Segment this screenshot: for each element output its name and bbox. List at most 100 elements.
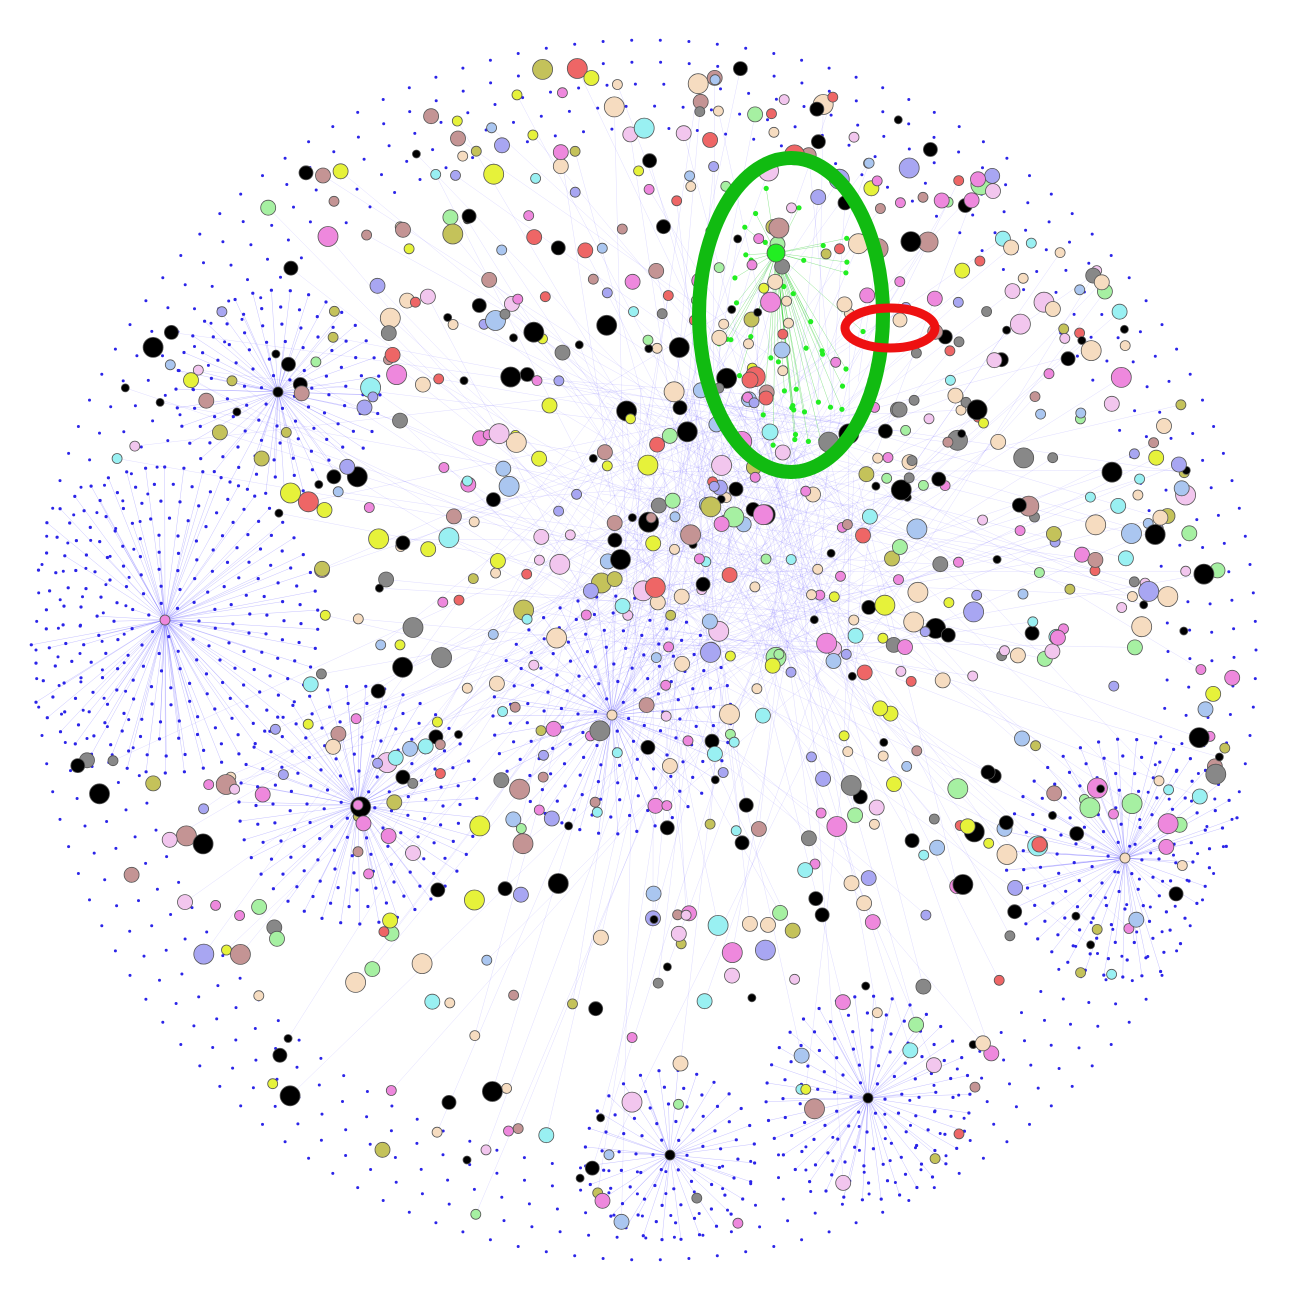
leaf-node	[651, 1153, 655, 1157]
leaf-node	[672, 1235, 676, 1239]
leaf-node	[242, 838, 246, 842]
graph-node	[370, 683, 386, 699]
edge	[608, 1095, 671, 1156]
edge	[789, 1032, 869, 1099]
graph-node	[662, 290, 674, 301]
edge	[793, 545, 1085, 800]
leaf-node	[193, 345, 196, 348]
edge	[639, 666, 781, 914]
graph-node	[1138, 581, 1160, 602]
edge	[253, 746, 359, 806]
leaf-node	[870, 1028, 874, 1032]
graph-node	[758, 390, 774, 406]
edge	[661, 1154, 671, 1206]
edge	[867, 1093, 902, 1099]
green-node	[762, 239, 768, 245]
leaf-node	[1188, 657, 1192, 661]
edge	[254, 391, 279, 457]
edge	[747, 551, 913, 841]
leaf-node	[1106, 854, 1110, 858]
graph-node	[926, 290, 943, 307]
graph-node	[319, 609, 331, 621]
graph-node	[738, 797, 754, 813]
graph-node	[1007, 880, 1023, 896]
leaf-node	[932, 110, 936, 114]
leaf-node	[1125, 903, 1129, 907]
leaf-node	[201, 766, 205, 770]
edge	[392, 354, 802, 596]
leaf-node	[1146, 955, 1150, 958]
graph-node	[902, 1042, 919, 1059]
edge	[160, 402, 694, 502]
leaf-node	[159, 499, 163, 503]
leaf-node	[281, 520, 285, 524]
edge	[330, 804, 359, 904]
leaf-node	[316, 335, 320, 339]
leaf-node	[265, 340, 269, 344]
leaf-node	[196, 715, 200, 719]
edge	[830, 1021, 869, 1099]
graph-node	[727, 305, 737, 314]
leaf-node	[147, 613, 151, 617]
leaf-node	[1175, 347, 1179, 351]
graph-node	[310, 356, 322, 368]
leaf-node	[112, 619, 116, 623]
leaf-node	[95, 511, 99, 515]
leaf-node	[858, 1081, 863, 1085]
leaf-node	[701, 1114, 705, 1118]
leaf-node	[1002, 210, 1006, 214]
graph-node	[500, 366, 522, 388]
graph-node	[530, 172, 541, 184]
leaf-node	[1024, 228, 1028, 232]
edge	[666, 645, 851, 806]
leaf-node	[105, 820, 109, 823]
leaf-node	[124, 585, 129, 589]
graph-node	[1131, 616, 1153, 638]
leaf-node	[636, 794, 640, 798]
graph-node	[155, 397, 165, 407]
graph-node	[553, 505, 564, 517]
leaf-node	[432, 871, 436, 876]
leaf-node	[1029, 1063, 1033, 1067]
leaf-node	[155, 465, 159, 469]
leaf-node	[273, 783, 277, 787]
graph-node	[1093, 274, 1110, 291]
leaf-node	[712, 705, 716, 709]
leaf-node	[584, 1211, 588, 1215]
leaf-node	[150, 630, 155, 634]
leaf-node	[203, 319, 207, 323]
edge	[357, 686, 367, 806]
edge	[164, 578, 259, 621]
leaf-node	[393, 191, 397, 194]
leaf-node	[1059, 833, 1063, 837]
leaf-node	[81, 708, 85, 712]
leaf-node	[1114, 806, 1118, 810]
edge	[99, 500, 166, 621]
leaf-node	[458, 802, 462, 807]
leaf-node	[132, 697, 136, 701]
edge	[435, 444, 701, 738]
leaf-node	[73, 742, 77, 746]
leaf-node	[64, 641, 68, 646]
leaf-node	[104, 583, 108, 587]
leaf-node	[365, 701, 369, 706]
edge	[669, 1154, 682, 1240]
leaf-node	[1088, 952, 1092, 956]
edge	[815, 1097, 869, 1166]
edge	[91, 619, 166, 755]
leaf-node	[256, 822, 260, 826]
graph-node	[403, 243, 415, 255]
graph-node	[363, 502, 375, 513]
leaf-node	[133, 404, 137, 408]
leaf-node	[47, 646, 51, 650]
edge	[493, 380, 687, 635]
edge	[164, 485, 239, 621]
green-node	[781, 388, 788, 394]
graph-node	[485, 492, 501, 508]
leaf-node	[231, 622, 235, 626]
edge	[113, 619, 166, 622]
graph-node	[651, 342, 663, 354]
edge	[160, 586, 166, 621]
graph-node	[1058, 323, 1070, 335]
leaf-node	[1191, 432, 1195, 435]
